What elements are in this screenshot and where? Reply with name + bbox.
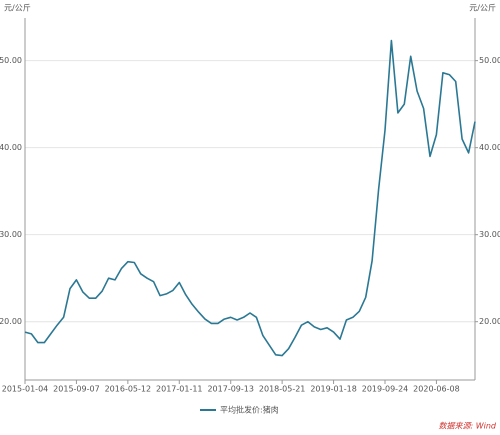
y-tick-label: 20.00: [0, 317, 22, 326]
x-tick-label: 2017-09-13: [207, 385, 254, 394]
x-tick-label: 2019-09-24: [362, 385, 409, 394]
series-line: [24, 39, 476, 357]
y2-tick-label: 40.00: [479, 143, 500, 152]
x-tick-label: 2020-06-08: [413, 385, 460, 394]
x-tick-label: 2015-01-04: [2, 385, 49, 394]
x-tick-label: 2015-09-07: [53, 385, 100, 394]
y-tick-label: 40.00: [0, 143, 22, 152]
y2-tick-label: 50.00: [479, 56, 500, 65]
y-tick-label: 50.00: [0, 56, 22, 65]
source-note: 数据来源: Wind: [438, 422, 496, 431]
y-unit-left: 元/公斤: [4, 3, 31, 13]
x-tick-label: 2019-01-18: [310, 385, 357, 394]
y2-tick-label: 20.00: [479, 317, 500, 326]
x-tick-label: 2016-05-12: [105, 385, 152, 394]
y2-tick-label: 30.00: [479, 230, 500, 239]
x-tick-label: 2017-01-11: [156, 385, 203, 394]
y-tick-label: 30.00: [0, 230, 22, 239]
y-unit-right: 元/公斤: [469, 3, 496, 13]
legend-label: 平均批发价:猪肉: [220, 405, 279, 415]
x-tick-label: 2018-05-21: [259, 385, 306, 394]
